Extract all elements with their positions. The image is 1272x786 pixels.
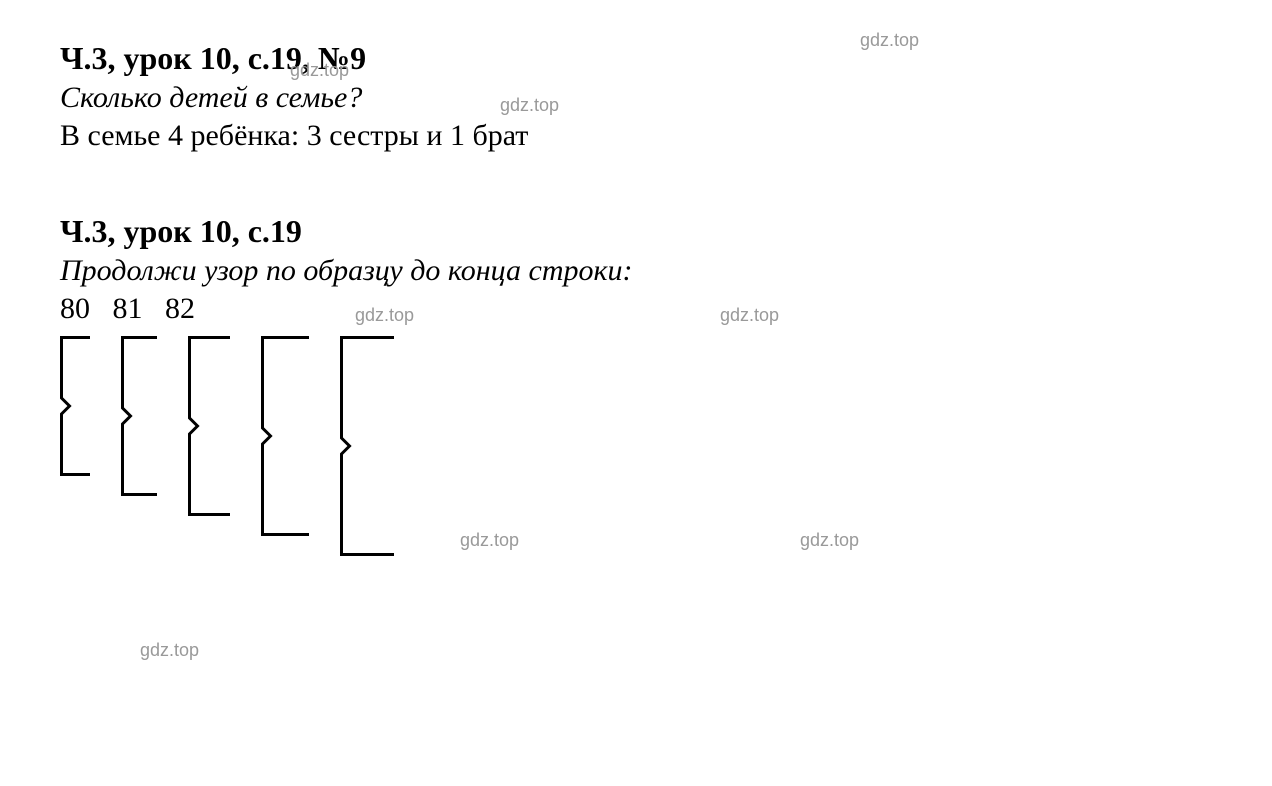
- watermark: gdz.top: [140, 640, 199, 661]
- watermark: gdz.top: [800, 530, 859, 551]
- brackets-row: [60, 336, 1212, 559]
- section1-question: Сколько детей в семье?: [60, 81, 1212, 115]
- section2-numbers: 80 81 82: [60, 292, 1212, 326]
- bracket-shape: [340, 336, 405, 559]
- watermark: gdz.top: [720, 305, 779, 326]
- section2-heading: Ч.3, урок 10, с.19: [60, 213, 1212, 250]
- bracket-shape: [60, 336, 101, 479]
- bracket-shape: [188, 336, 241, 519]
- watermark: gdz.top: [355, 305, 414, 326]
- watermark: gdz.top: [500, 95, 559, 116]
- section1-heading: Ч.3, урок 10, с.19, №9: [60, 40, 1212, 77]
- watermark: gdz.top: [460, 530, 519, 551]
- watermark: gdz.top: [290, 60, 349, 81]
- section2-question: Продолжи узор по образцу до конца строки…: [60, 254, 1212, 288]
- bracket-shape: [121, 336, 168, 499]
- bracket-shape: [261, 336, 320, 539]
- section1-answer: В семье 4 ребёнка: 3 сестры и 1 брат: [60, 119, 1212, 153]
- watermark: gdz.top: [860, 30, 919, 51]
